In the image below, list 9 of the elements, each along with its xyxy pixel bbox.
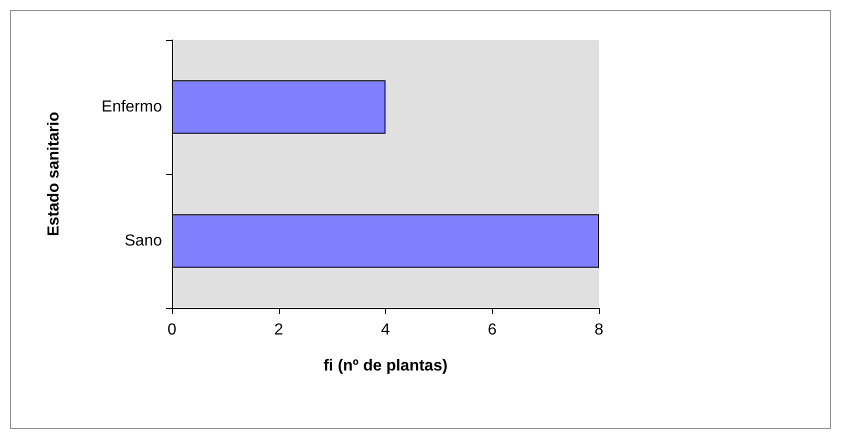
x-tick-label: 0 bbox=[168, 322, 177, 338]
y-tick-label: Enfermo bbox=[102, 98, 162, 116]
x-tick-label: 4 bbox=[381, 322, 390, 338]
x-tick-label: 8 bbox=[594, 322, 604, 338]
x-axis-title: fi (nº de plantas) bbox=[323, 358, 448, 374]
x-tick-label: 6 bbox=[488, 322, 497, 338]
x-tick-label: 2 bbox=[274, 322, 284, 338]
y-axis-title: Estado sanitario bbox=[46, 112, 62, 236]
y-tick-label: Sano bbox=[124, 232, 162, 250]
